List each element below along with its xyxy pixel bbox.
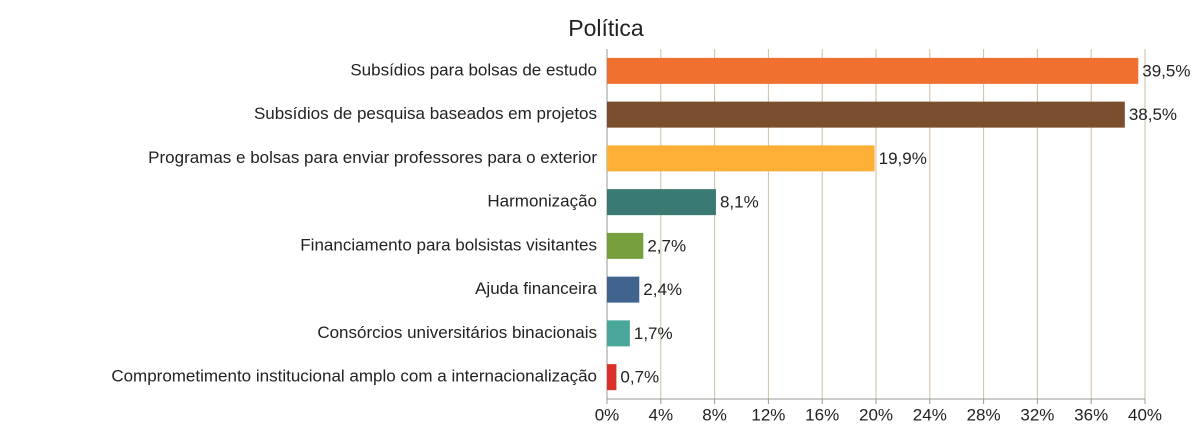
value-label: 0,7%: [620, 368, 659, 387]
y-tick-label: Subsídios de pesquisa baseados em projet…: [254, 104, 597, 123]
chart-title: Política: [568, 15, 644, 41]
bar: [607, 364, 617, 391]
y-tick-label: Consórcios universitários binacionais: [317, 323, 597, 342]
value-label: 39,5%: [1142, 61, 1190, 80]
bar: [607, 145, 875, 172]
value-label: 2,4%: [643, 280, 682, 299]
value-label: 19,9%: [879, 149, 927, 168]
x-tick-label: 36%: [1074, 405, 1108, 424]
y-tick-label: Subsídios para bolsas de estudo: [350, 60, 597, 79]
x-tick-label: 4%: [649, 405, 674, 424]
value-label: 38,5%: [1129, 105, 1177, 124]
x-tick-label: 16%: [805, 405, 839, 424]
value-label: 2,7%: [647, 236, 686, 255]
x-tick-label: 12%: [751, 405, 785, 424]
x-tick-label: 8%: [702, 405, 727, 424]
bar: [607, 101, 1125, 128]
x-tick-label: 0%: [595, 405, 620, 424]
x-tick-label: 32%: [1020, 405, 1054, 424]
bar: [607, 189, 716, 216]
bar: [607, 57, 1139, 84]
value-label: 8,1%: [720, 193, 759, 212]
x-tick-label: 28%: [967, 405, 1001, 424]
bar: [607, 320, 630, 347]
y-tick-label: Financiamento para bolsistas visitantes: [300, 235, 597, 254]
y-tick-label: Comprometimento institucional amplo com …: [111, 367, 597, 386]
value-label: 1,7%: [634, 324, 673, 343]
x-tick-label: 24%: [913, 405, 947, 424]
y-tick-label: Ajuda financeira: [475, 279, 597, 298]
y-tick-label: Harmonização: [487, 192, 597, 211]
bar: [607, 276, 640, 303]
x-tick-label: 40%: [1128, 405, 1162, 424]
y-tick-label: Programas e bolsas para enviar professor…: [148, 148, 597, 167]
bar: [607, 232, 644, 259]
x-tick-label: 20%: [859, 405, 893, 424]
